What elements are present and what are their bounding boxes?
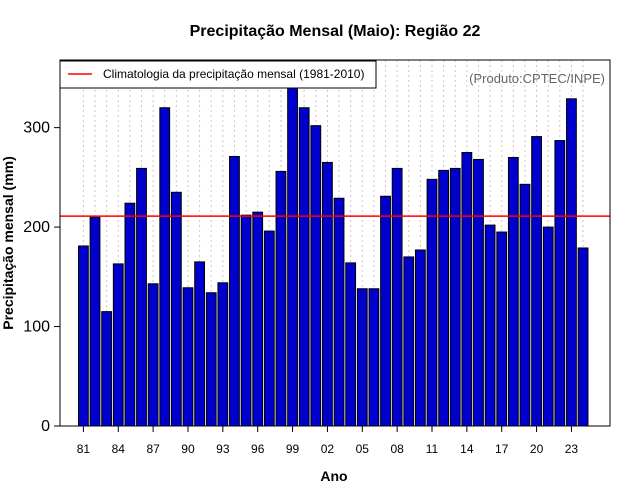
y-tick-label: 0 — [41, 418, 50, 435]
bar-19 — [519, 183, 531, 427]
bar-02 — [322, 161, 333, 427]
plot-frame — [59, 59, 611, 427]
y-tick-label: 300 — [23, 120, 50, 137]
bar-15 — [473, 158, 484, 427]
bar-10 — [414, 249, 426, 427]
bar-91 — [194, 261, 205, 427]
x-tick-label: 87 — [146, 442, 160, 456]
x-tick-label: 11 — [426, 442, 439, 456]
bar-87 — [147, 283, 159, 427]
bar-07 — [380, 195, 391, 427]
x-tick-label: 02 — [321, 442, 335, 456]
x-axis-label: Ano — [320, 468, 347, 484]
bar-99 — [287, 77, 298, 427]
bar-84 — [112, 263, 124, 427]
bar-06 — [368, 288, 380, 427]
x-tick-label: 23 — [565, 442, 579, 456]
bar-08 — [391, 167, 403, 427]
bar-95 — [240, 214, 252, 427]
bar-85 — [124, 202, 136, 427]
bar-05 — [356, 288, 368, 427]
bar-21 — [542, 226, 554, 427]
x-tick-label: 08 — [390, 442, 404, 456]
x-tick-label: 14 — [460, 442, 474, 456]
credit-text: (Produto:CPTEC/INPE) — [469, 71, 605, 86]
bar-88 — [159, 107, 171, 427]
bar-20 — [531, 136, 542, 427]
x-tick-label: 81 — [77, 442, 91, 456]
bar-86 — [136, 167, 147, 427]
bar-96 — [252, 211, 264, 427]
legend-box — [59, 60, 377, 89]
x-tick-label: 20 — [530, 442, 544, 456]
x-tick-label: 05 — [356, 442, 370, 456]
x-tick-label: 93 — [216, 442, 230, 456]
x-tick-label: 96 — [251, 442, 265, 456]
bar-83 — [101, 311, 113, 427]
x-tick-label: 90 — [181, 442, 195, 456]
y-tick-label: 200 — [23, 219, 50, 236]
bar-12 — [438, 169, 450, 427]
bar-97 — [263, 230, 275, 427]
x-axis: 81 84 87 90 93 96 99 02 05 08 11 14 17 20 23 — [77, 426, 579, 456]
bar-24 — [577, 247, 589, 427]
y-axis-label: Precipitação mensal (mm) — [0, 156, 16, 330]
legend: Climatologia da precipitação mensal (198… — [59, 60, 377, 89]
x-tick-label: 99 — [286, 442, 300, 456]
bars — [78, 77, 589, 427]
bar-17 — [496, 231, 508, 427]
bar-16 — [484, 224, 496, 427]
bar-14 — [461, 151, 473, 427]
bar-90 — [182, 287, 194, 427]
x-tick-label: 84 — [112, 442, 126, 456]
bar-94 — [229, 155, 240, 427]
bar-03 — [333, 197, 345, 427]
bar-00 — [298, 107, 310, 427]
bar-93 — [217, 282, 229, 427]
bar-01 — [310, 125, 322, 427]
bar-18 — [507, 156, 519, 427]
x-tick-label: 17 — [495, 442, 509, 456]
bar-92 — [205, 292, 217, 427]
bar-98 — [275, 170, 287, 427]
legend-label: Climatologia da precipitação mensal (198… — [103, 67, 364, 81]
y-tick-label: 100 — [23, 319, 50, 336]
bar-13 — [449, 167, 461, 427]
bar-23 — [566, 98, 577, 427]
bar-89 — [170, 191, 182, 427]
bar-09 — [403, 256, 415, 427]
chart-title: Precipitação Mensal (Maio): Região 22 — [190, 23, 481, 40]
bar-04 — [345, 262, 357, 427]
bar-81 — [78, 245, 89, 427]
bar-82 — [89, 216, 101, 427]
y-axis: 0 100 200 300 — [23, 120, 60, 435]
bar-22 — [554, 140, 566, 427]
